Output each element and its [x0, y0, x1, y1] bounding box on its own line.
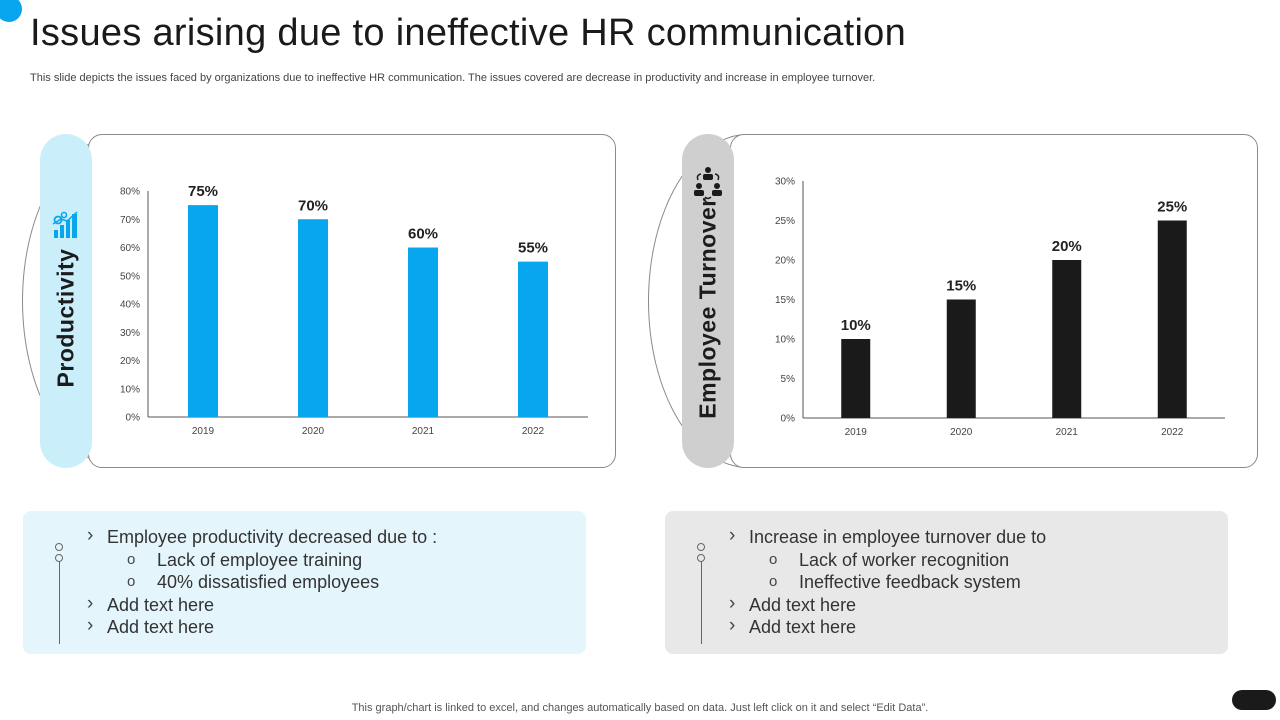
productivity-label: Productivity [52, 248, 79, 388]
bar-2019 [188, 205, 218, 417]
productivity-label-pill: Productivity [40, 134, 92, 468]
timeline-decoration [52, 543, 66, 648]
data-label-2019: 75% [188, 183, 218, 200]
data-label-2022: 25% [1157, 199, 1187, 216]
y-tick-label: 15% [775, 295, 795, 306]
bar-2021 [408, 247, 438, 417]
turnover-label: Employee Turnover [694, 196, 721, 419]
bullet-extra: Add text here [87, 615, 437, 639]
timeline-decoration [694, 543, 708, 648]
turnover-bullet-list: Increase in employee turnover due to Lac… [729, 525, 1046, 639]
data-label-2019: 10% [841, 317, 871, 334]
turnover-label-pill: Employee Turnover [682, 134, 734, 468]
x-tick-label: 2021 [1056, 427, 1079, 438]
data-label-2020: 70% [298, 197, 328, 214]
bullet-sub: Ineffective feedback system [729, 571, 1046, 594]
y-tick-label: 30% [775, 177, 795, 188]
x-tick-label: 2019 [845, 427, 868, 438]
y-tick-label: 80% [120, 187, 140, 198]
bar-2020 [298, 219, 328, 417]
turnover-bar-chart: 0% 5% 10% 15% 20% 25% 30% 10% 2019 15% 2020 20% 2021… [775, 177, 1225, 438]
bar-2019 [841, 339, 871, 418]
bullet-sub: 40% dissatisfied employees [87, 571, 437, 594]
data-label-2021: 60% [408, 226, 438, 243]
productivity-chart-icon [51, 210, 81, 245]
y-tick-label: 10% [120, 384, 140, 395]
x-tick-label: 2019 [192, 426, 215, 437]
productivity-bullet-list: Employee productivity decreased due to :… [87, 525, 437, 639]
y-tick-label: 0% [126, 413, 141, 424]
bullet-extra: Add text here [87, 593, 437, 617]
bullet-sub: Lack of employee training [87, 549, 437, 572]
bar-2021 [1052, 260, 1082, 418]
x-tick-label: 2020 [950, 427, 973, 438]
data-label-2020: 15% [946, 278, 976, 295]
productivity-notes-box: Employee productivity decreased due to :… [23, 511, 586, 654]
y-tick-label: 20% [120, 356, 140, 367]
y-tick-label: 30% [120, 328, 140, 339]
y-tick-label: 60% [120, 243, 140, 254]
slide-subtitle: This slide depicts the issues faced by o… [30, 72, 876, 84]
x-tick-label: 2022 [522, 426, 545, 437]
slide-title: Issues arising due to ineffective HR com… [30, 12, 907, 54]
y-tick-label: 25% [775, 216, 795, 227]
turnover-notes-box: Increase in employee turnover due to Lac… [665, 511, 1228, 654]
data-label-2021: 20% [1052, 238, 1082, 255]
y-tick-label: 50% [120, 271, 140, 282]
bullet-sub: Lack of worker recognition [729, 549, 1046, 572]
footer-note: This graph/chart is linked to excel, and… [0, 702, 1280, 714]
footer-text: This graph/chart is linked to excel, and… [351, 702, 929, 714]
corner-decoration [1232, 690, 1276, 710]
people-turnover-icon [694, 166, 722, 205]
y-tick-label: 20% [775, 256, 795, 267]
x-tick-label: 2020 [302, 426, 325, 437]
y-tick-label: 5% [781, 374, 796, 385]
bullet-main: Employee productivity decreased due to : [87, 525, 437, 549]
bullet-extra: Add text here [729, 615, 1046, 639]
data-label-2022: 55% [518, 240, 548, 257]
productivity-bar-chart: 0% 10% 20% 30% 40% 50% 60% 70% 80% 75% 2019 70% 2020… [120, 183, 588, 437]
x-tick-label: 2022 [1161, 427, 1184, 438]
bar-2022 [1157, 220, 1187, 418]
corner-accent-dot [0, 0, 22, 22]
y-tick-label: 40% [120, 300, 140, 311]
y-tick-label: 0% [781, 414, 796, 425]
x-tick-label: 2021 [412, 426, 435, 437]
bar-2020 [946, 299, 976, 418]
bullet-extra: Add text here [729, 593, 1046, 617]
y-tick-label: 70% [120, 215, 140, 226]
bullet-main: Increase in employee turnover due to [729, 525, 1046, 549]
bar-2022 [518, 261, 548, 417]
y-tick-label: 10% [775, 335, 795, 346]
